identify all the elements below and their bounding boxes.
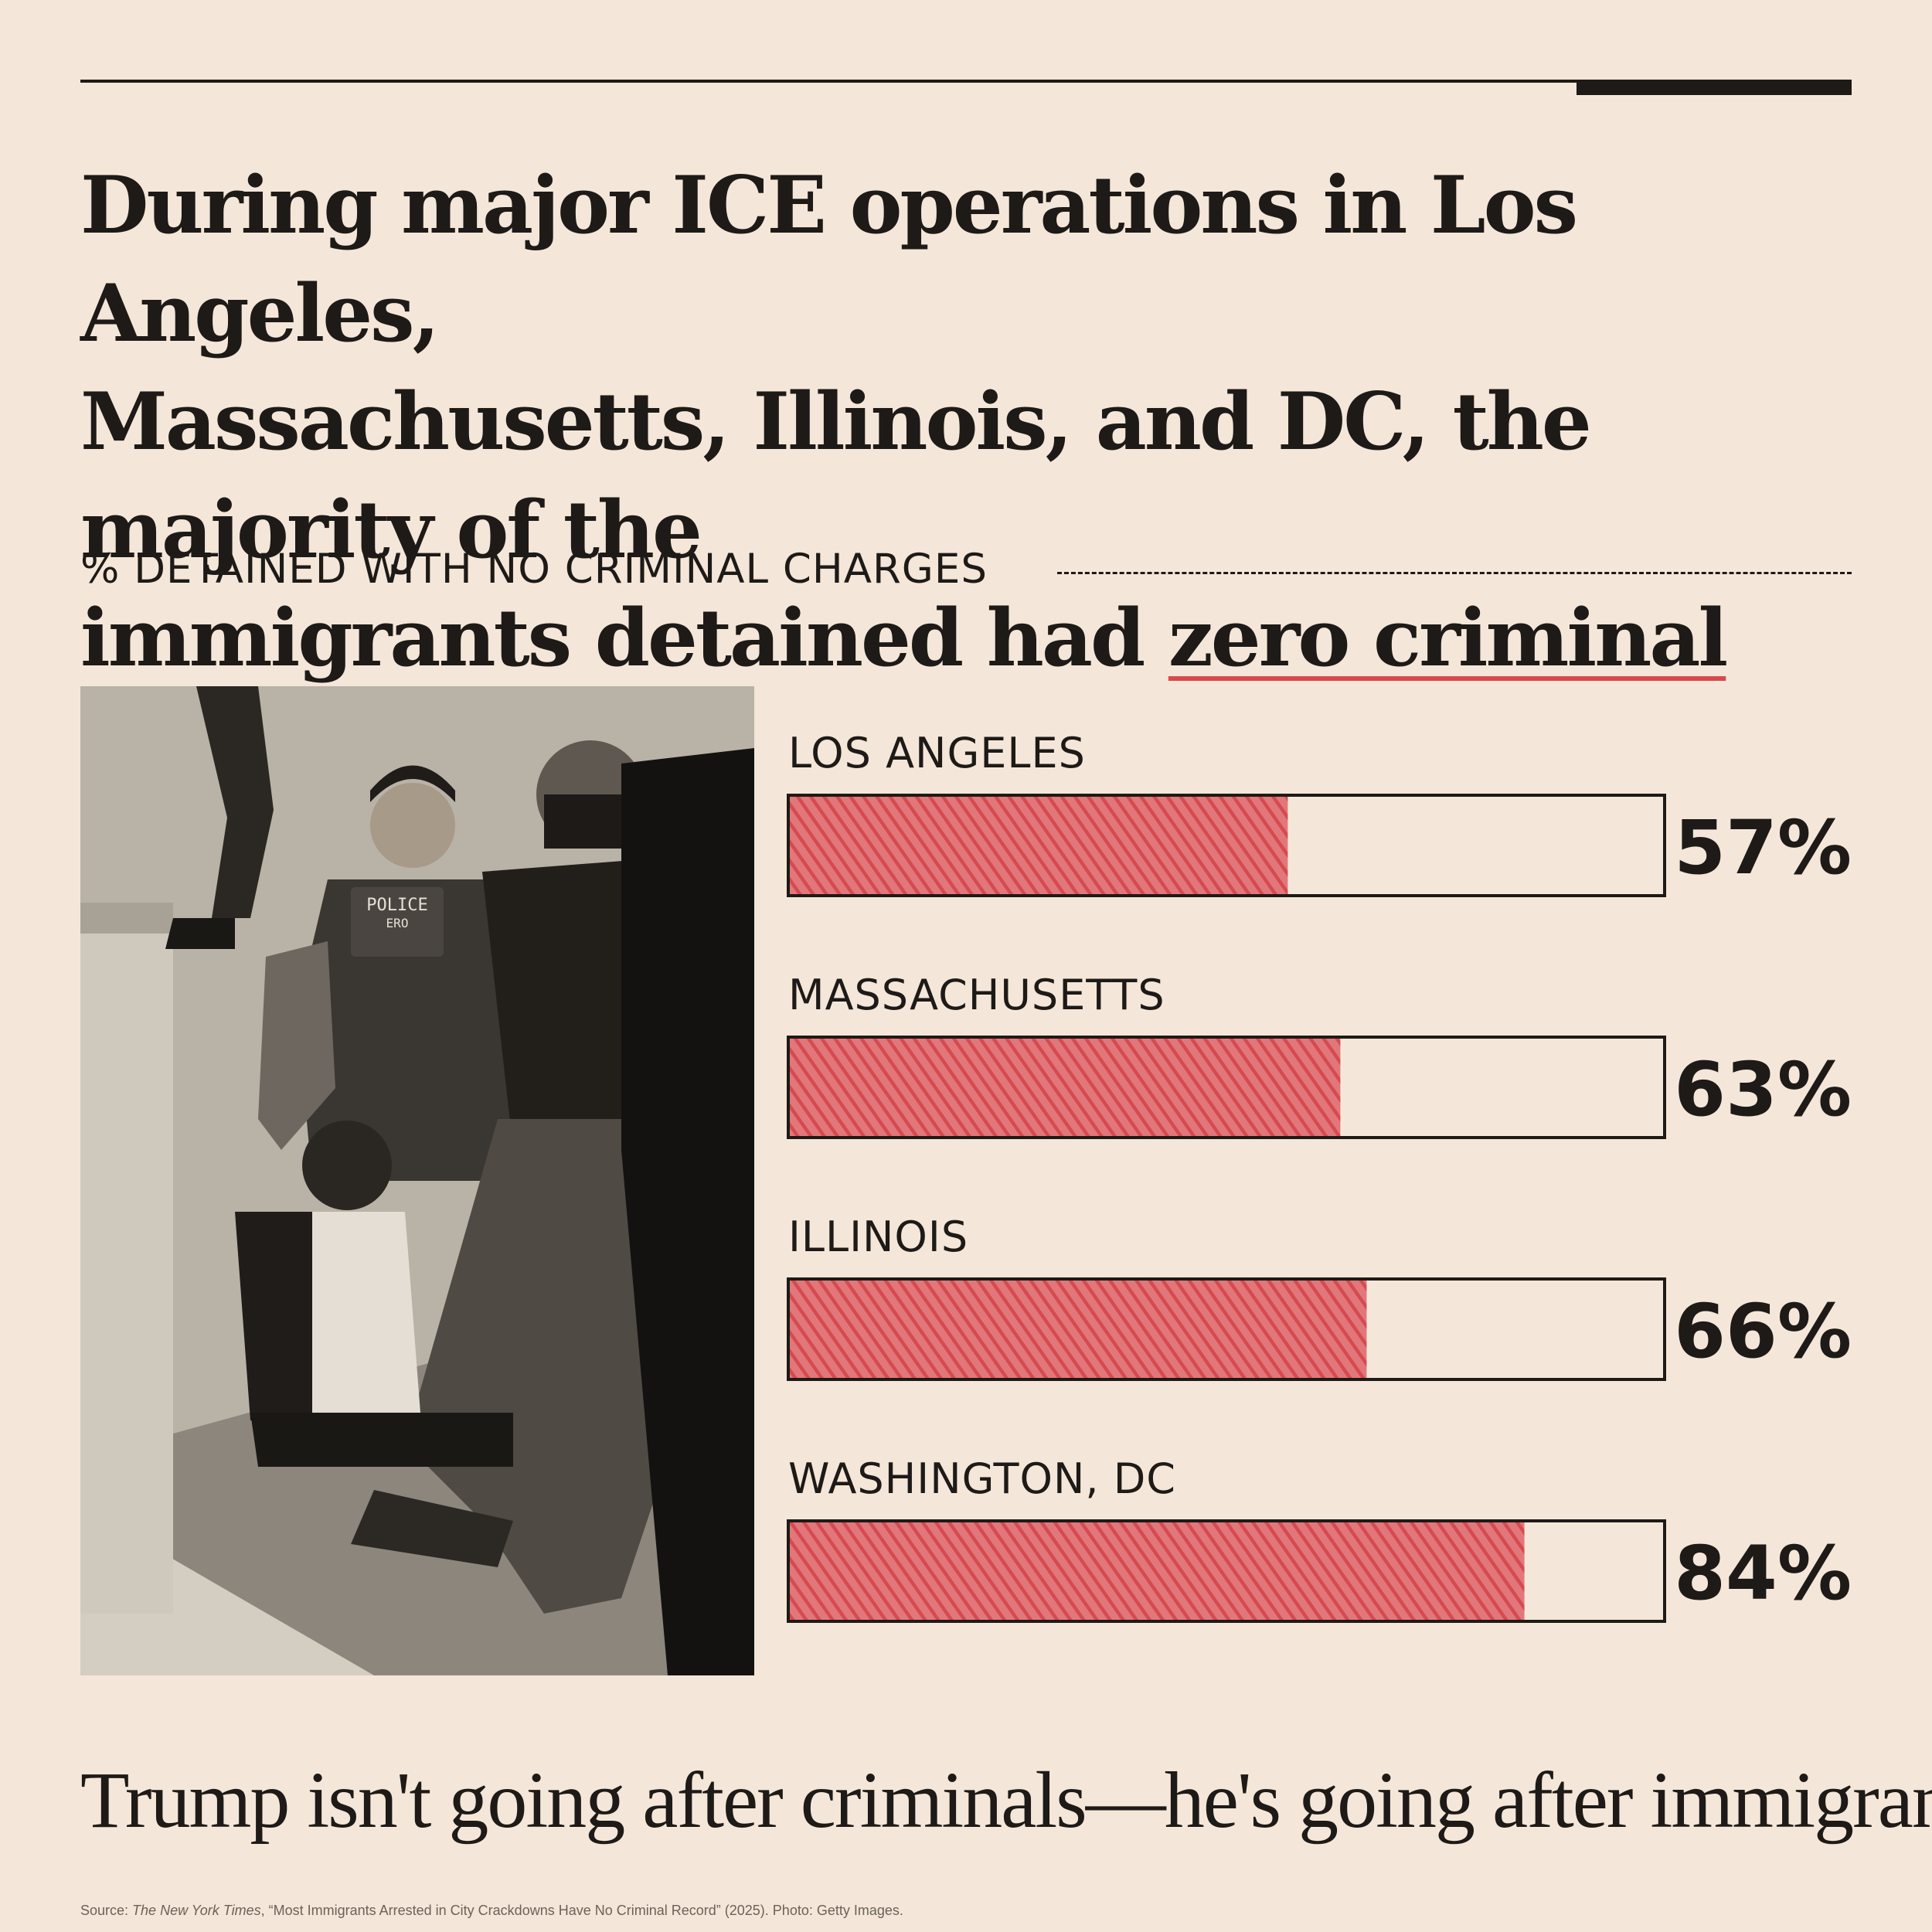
- bar-track: [787, 794, 1666, 897]
- photo: POLICE ERO: [80, 686, 754, 1675]
- bar-value-label: 63%: [1674, 1046, 1852, 1133]
- source-rest: , “Most Immigrants Arrested in City Crac…: [260, 1903, 903, 1918]
- source-publication: The New York Times: [132, 1903, 261, 1918]
- bar-category-label: MASSACHUSETTS: [788, 971, 1165, 1019]
- bar-category-label: ILLINOIS: [788, 1213, 968, 1261]
- headline-line-1: During major ICE operations in Los Angel…: [80, 159, 1578, 360]
- bar-category-label: WASHINGTON, DC: [788, 1454, 1176, 1503]
- top-rule-accent: [1577, 80, 1852, 95]
- badge-text-2: ERO: [386, 916, 409, 930]
- badge-text-1: POLICE: [366, 896, 427, 915]
- headline-line-2: Massachusetts, Illinois, and DC, the maj…: [80, 376, 1592, 577]
- bar-track: [787, 1519, 1666, 1623]
- chart-title: % DETAINED WITH NO CRIMINAL CHARGES: [80, 546, 988, 593]
- bar-track: [787, 1036, 1666, 1139]
- photo-illustration: POLICE ERO: [80, 686, 754, 1675]
- bar-value-label: 57%: [1674, 804, 1852, 891]
- headline-line-3: immigrants detained had: [80, 592, 1168, 685]
- bar-fill: [788, 1037, 1341, 1138]
- bar-fill: [788, 1279, 1367, 1379]
- source-note: Source: The New York Times, “Most Immigr…: [80, 1903, 903, 1919]
- bar-value-label: 84%: [1674, 1530, 1852, 1617]
- top-rule: [80, 80, 1852, 83]
- bar-fill: [788, 1521, 1525, 1621]
- bar-fill: [788, 795, 1288, 896]
- source-prefix: Source:: [80, 1903, 133, 1918]
- bar-value-label: 66%: [1674, 1288, 1852, 1375]
- bar-track: [787, 1277, 1666, 1381]
- dashed-divider: [1057, 572, 1852, 574]
- closing-statement: Trump isn't going after criminals—he's g…: [80, 1756, 1932, 1845]
